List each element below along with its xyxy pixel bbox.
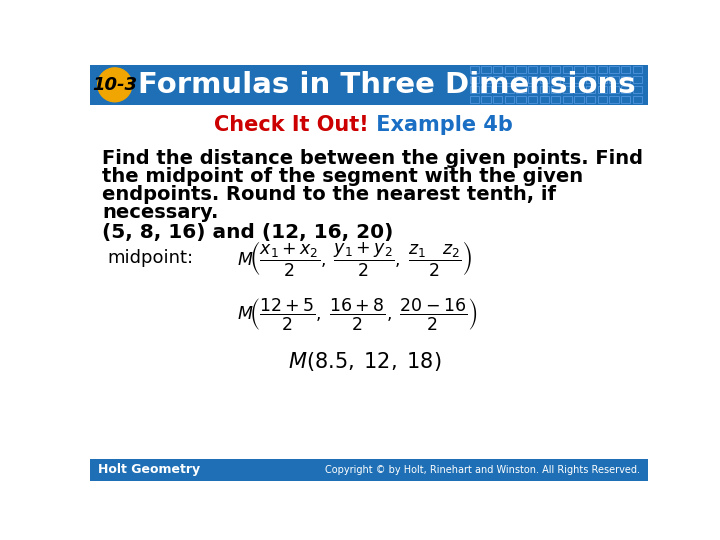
Bar bbox=[469, 76, 479, 83]
Bar bbox=[539, 85, 549, 93]
Bar bbox=[598, 76, 607, 83]
Bar bbox=[90, 65, 648, 105]
Bar bbox=[609, 65, 618, 73]
Bar bbox=[493, 85, 503, 93]
Bar bbox=[482, 65, 490, 73]
Bar bbox=[551, 85, 560, 93]
Bar bbox=[505, 96, 514, 103]
Bar bbox=[505, 85, 514, 93]
Bar bbox=[563, 76, 572, 83]
Bar bbox=[632, 65, 642, 73]
Text: Holt Geometry: Holt Geometry bbox=[98, 463, 200, 476]
Bar bbox=[563, 96, 572, 103]
Bar bbox=[563, 65, 572, 73]
Text: midpoint:: midpoint: bbox=[107, 249, 193, 267]
Bar bbox=[493, 76, 503, 83]
Bar bbox=[632, 85, 642, 93]
Bar bbox=[551, 65, 560, 73]
Text: (5, 8, 16) and (12, 16, 20): (5, 8, 16) and (12, 16, 20) bbox=[102, 224, 394, 242]
Bar bbox=[528, 96, 537, 103]
Bar bbox=[528, 76, 537, 83]
Bar bbox=[621, 65, 630, 73]
Bar bbox=[632, 96, 642, 103]
Text: the midpoint of the segment with the given: the midpoint of the segment with the giv… bbox=[102, 167, 583, 186]
Bar bbox=[516, 96, 526, 103]
Bar bbox=[528, 85, 537, 93]
Bar bbox=[528, 65, 537, 73]
Text: Formulas in Three Dimensions: Formulas in Three Dimensions bbox=[138, 71, 636, 99]
Bar bbox=[609, 96, 618, 103]
Text: necessary.: necessary. bbox=[102, 202, 219, 221]
Bar bbox=[539, 76, 549, 83]
Circle shape bbox=[98, 68, 132, 102]
Bar bbox=[598, 85, 607, 93]
Bar bbox=[621, 96, 630, 103]
Bar bbox=[516, 76, 526, 83]
Bar bbox=[598, 96, 607, 103]
Text: Check It Out!: Check It Out! bbox=[215, 115, 369, 135]
Text: $M(8.5,\;12,\;18)$: $M(8.5,\;12,\;18)$ bbox=[287, 350, 441, 373]
Bar bbox=[621, 85, 630, 93]
Bar bbox=[551, 96, 560, 103]
Bar bbox=[586, 76, 595, 83]
Bar bbox=[493, 65, 503, 73]
Bar bbox=[609, 85, 618, 93]
Text: $M\!\left(\dfrac{12+5}{2},\;\dfrac{16+8}{2},\;\dfrac{20-16}{2}\right)$: $M\!\left(\dfrac{12+5}{2},\;\dfrac{16+8}… bbox=[238, 295, 478, 332]
Bar bbox=[551, 76, 560, 83]
Bar bbox=[621, 76, 630, 83]
Bar bbox=[586, 96, 595, 103]
Text: Copyright © by Holt, Rinehart and Winston. All Rights Reserved.: Copyright © by Holt, Rinehart and Winsto… bbox=[325, 465, 640, 475]
Text: endpoints. Round to the nearest tenth, if: endpoints. Round to the nearest tenth, i… bbox=[102, 185, 557, 204]
Bar bbox=[609, 76, 618, 83]
Bar bbox=[482, 76, 490, 83]
Bar bbox=[598, 65, 607, 73]
Bar bbox=[516, 65, 526, 73]
Bar bbox=[482, 96, 490, 103]
Text: 10-3: 10-3 bbox=[92, 76, 138, 94]
Bar bbox=[505, 76, 514, 83]
Text: $M\!\left(\dfrac{x_1+x_2}{2},\;\dfrac{y_1+y_2}{2},\;\dfrac{z_1\quad z_2}{2}\righ: $M\!\left(\dfrac{x_1+x_2}{2},\;\dfrac{y_… bbox=[238, 239, 473, 278]
Bar bbox=[493, 96, 503, 103]
Bar bbox=[575, 96, 584, 103]
Bar bbox=[575, 65, 584, 73]
Bar bbox=[539, 65, 549, 73]
Bar bbox=[575, 85, 584, 93]
Bar bbox=[575, 76, 584, 83]
Bar bbox=[586, 65, 595, 73]
Text: Example 4b: Example 4b bbox=[369, 115, 513, 135]
Bar bbox=[632, 76, 642, 83]
Bar bbox=[482, 85, 490, 93]
Bar bbox=[469, 85, 479, 93]
Bar bbox=[539, 96, 549, 103]
Bar bbox=[516, 85, 526, 93]
Bar bbox=[563, 85, 572, 93]
Text: Find the distance between the given points. Find: Find the distance between the given poin… bbox=[102, 150, 644, 168]
Bar bbox=[469, 65, 479, 73]
Bar bbox=[586, 85, 595, 93]
Bar bbox=[90, 459, 648, 481]
Bar bbox=[469, 96, 479, 103]
Bar bbox=[505, 65, 514, 73]
